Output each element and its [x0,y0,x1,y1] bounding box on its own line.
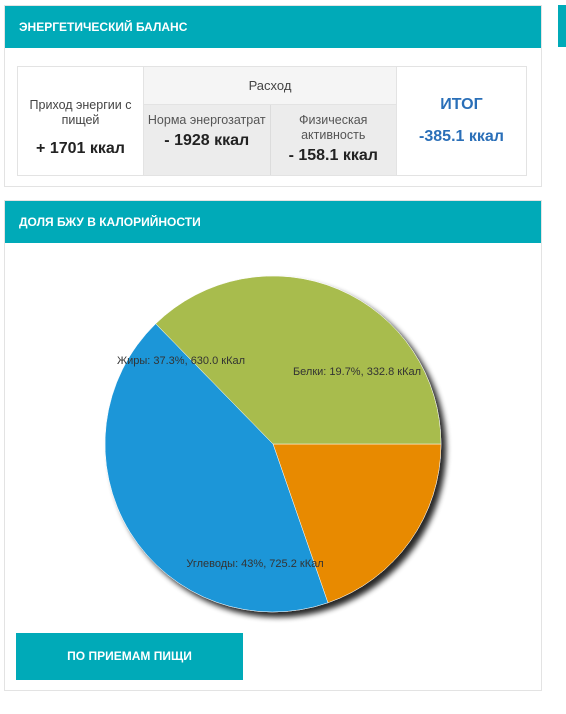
norm-label: Норма энергозатрат [147,113,266,127]
total-value: -385.1 ккал [419,128,504,145]
total-cell: ИТОГ -385.1 ккал [397,67,526,175]
bju-pie-chart: Белки: 19.7%, 332.8 кКал Углеводы: 43%, 7… [104,275,442,613]
energy-balance-table: Приход энергии с пищей + 1701 ккал Расхо… [17,66,527,176]
pie-slice-2 [104,323,329,613]
activity-cell: Физическая активность - 158.1 ккал [269,105,397,175]
intake-cell: Приход энергии с пищей + 1701 ккал [18,67,144,175]
norm-value: - 1928 ккал [164,132,250,149]
pie-slice-3 [155,275,442,445]
expense-cell: Расход Норма энергозатрат - 1928 ккал Фи… [144,67,397,175]
bju-header: ДОЛЯ БЖУ В КАЛОРИЙНОСТИ [5,201,541,243]
expense-header: Расход [144,67,396,105]
pie-label-3: Жиры: 37.3%, 630.0 кКал [117,355,245,367]
activity-label: Физическая активность [299,113,368,142]
total-label: ИТОГ [440,96,483,113]
right-column-header [558,5,566,47]
intake-label: Приход энергии с пищей [29,98,132,127]
energy-balance-header: ЭНЕРГЕТИЧЕСКИЙ БАЛАНС [5,6,541,48]
pie-slice-1 [272,443,442,604]
norm-cell: Норма энергозатрат - 1928 ккал [144,105,270,175]
energy-balance-panel: ЭНЕРГЕТИЧЕСКИЙ БАЛАНС Приход энергии с п… [4,5,542,187]
pie-label-1: Белки: 19.7%, 332.8 кКал [293,366,421,378]
activity-value: - 158.1 ккал [288,147,378,164]
intake-value: + 1701 ккал [36,140,125,157]
pie-label-2: Углеводы: 43%, 725.2 кКал [186,558,323,570]
bju-panel: ДОЛЯ БЖУ В КАЛОРИЙНОСТИ Белки: 19.7%, 33… [4,200,542,691]
by-meals-button[interactable]: ПО ПРИЕМАМ ПИЩИ [16,633,243,680]
